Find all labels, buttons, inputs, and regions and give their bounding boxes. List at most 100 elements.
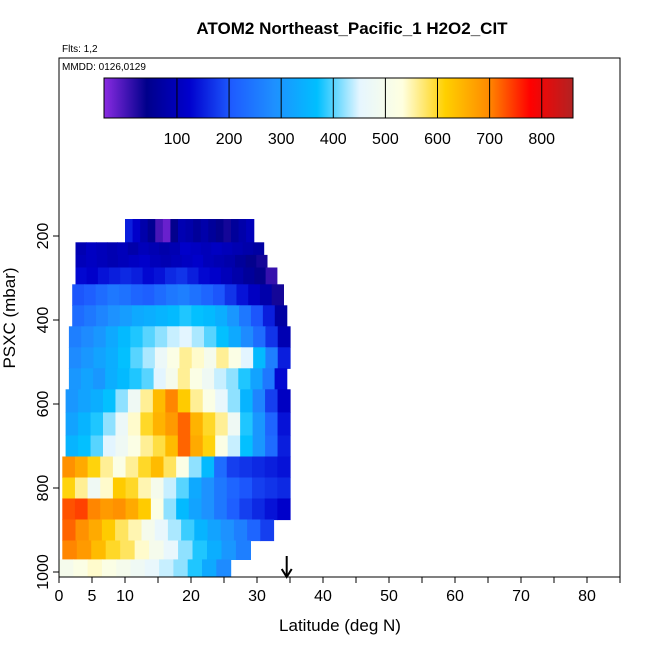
- heatmap-cell: [75, 519, 90, 542]
- heatmap-cell: [115, 412, 129, 437]
- heatmap-cell: [100, 456, 114, 479]
- heatmap-cell: [213, 254, 225, 269]
- heatmap-cell: [138, 477, 152, 500]
- heatmap-cell: [277, 456, 291, 479]
- heatmap-cell: [167, 305, 181, 327]
- heatmap-cell: [142, 347, 156, 369]
- heatmap-cell: [117, 242, 129, 256]
- heatmap-cell: [228, 347, 242, 369]
- heatmap-cell: [107, 254, 119, 269]
- heatmap-cell: [167, 519, 182, 542]
- heatmap-cell: [90, 412, 104, 437]
- heatmap-cell: [150, 498, 165, 521]
- heatmap-cell: [177, 389, 191, 413]
- heatmap-band: [68, 368, 288, 390]
- heatmap-cell: [221, 242, 233, 256]
- heatmap-cell: [118, 254, 130, 269]
- y-axis: 200 400 600 800 1000: [35, 223, 59, 590]
- heatmap-cell: [93, 326, 107, 348]
- heatmap-cell: [250, 368, 264, 390]
- heatmap-cell: [171, 254, 183, 269]
- heatmap-cell: [163, 540, 179, 560]
- heatmap-cell: [106, 242, 118, 256]
- heatmap-cell: [226, 368, 239, 390]
- heatmap-band: [125, 219, 255, 243]
- heatmap-cell: [211, 242, 223, 256]
- heatmap-cell: [176, 498, 190, 521]
- heatmap-cell: [202, 559, 217, 578]
- heatmap-cell: [74, 498, 89, 521]
- heatmap-cell: [190, 435, 204, 458]
- heatmap-cell: [215, 305, 228, 327]
- heatmap-cell: [149, 540, 165, 560]
- heatmap-cell: [134, 540, 150, 560]
- heatmap-cell: [245, 254, 257, 269]
- heatmap-cell: [226, 477, 240, 500]
- heatmap-band: [62, 477, 291, 500]
- heatmap-cell: [142, 284, 155, 306]
- heatmap-cell: [142, 267, 155, 285]
- heatmap-cell: [198, 267, 211, 285]
- heatmap-cell: [62, 498, 76, 521]
- heatmap-cell: [155, 305, 169, 327]
- heatmap-cell: [176, 267, 188, 285]
- heatmap-cell: [221, 540, 237, 560]
- heatmap-cell: [120, 267, 133, 285]
- heatmap-cell: [154, 284, 167, 306]
- colorbar-tick-label: 100: [164, 131, 191, 148]
- y-axis-label: PSXC (mbar): [0, 267, 19, 368]
- x-tick-label: 50: [380, 588, 398, 605]
- heatmap-cell: [115, 435, 129, 458]
- x-tick-label: 5: [88, 588, 97, 605]
- heatmap-cell: [115, 519, 129, 542]
- heatmap-cell: [165, 368, 179, 390]
- heatmap-cell: [74, 456, 89, 479]
- heatmap-cell: [141, 368, 155, 390]
- y-tick-label: 1000: [35, 554, 52, 590]
- heatmap-cell: [227, 435, 241, 458]
- heatmap-cell: [96, 242, 108, 256]
- heatmap-cell: [252, 498, 266, 521]
- heatmap-band: [68, 347, 291, 369]
- heatmap-cell: [119, 305, 133, 327]
- heatmap-cell: [253, 347, 267, 369]
- heatmap-cell: [265, 326, 279, 348]
- heatmap-cell: [75, 254, 87, 269]
- heatmap-cell: [203, 254, 215, 269]
- heatmap-cell: [170, 219, 179, 243]
- heatmap-cell: [107, 305, 121, 327]
- heatmap-cell: [163, 477, 177, 500]
- heatmap-cell: [159, 242, 171, 256]
- heatmap-cell: [264, 477, 278, 500]
- heatmap-cell: [165, 435, 179, 458]
- heatmap-cell: [239, 456, 253, 479]
- heatmap-cell: [150, 477, 165, 500]
- heatmap-band: [62, 519, 275, 542]
- heatmap-cell: [247, 519, 261, 542]
- heatmap-cell: [143, 305, 157, 327]
- heatmap-cell: [215, 435, 229, 458]
- heatmap-cell: [128, 254, 140, 269]
- heatmap-cell: [130, 559, 146, 578]
- colorbar: [103, 77, 574, 119]
- heatmap-cell: [252, 477, 266, 500]
- heatmap-cell: [177, 219, 187, 243]
- heatmap-cell: [179, 326, 193, 348]
- heatmap-cell: [216, 559, 232, 578]
- heatmap-cell: [86, 267, 99, 285]
- heatmap-cell: [131, 305, 145, 327]
- heatmap-cell: [243, 267, 256, 285]
- heatmap-cell: [84, 305, 97, 327]
- heatmap-cell: [86, 254, 98, 269]
- heatmap-cell: [252, 389, 266, 413]
- heatmap-band: [62, 456, 291, 479]
- plot-frame: [58, 57, 621, 578]
- heatmap-cell: [73, 559, 89, 578]
- colorbar-tick-label: 200: [216, 131, 243, 148]
- heatmap-cell: [75, 267, 88, 285]
- heatmap-cell: [154, 347, 168, 369]
- heatmap-cell: [260, 519, 275, 542]
- heatmap-cell: [62, 456, 76, 479]
- heatmap-cell: [163, 456, 177, 479]
- heatmap-cell: [194, 519, 209, 542]
